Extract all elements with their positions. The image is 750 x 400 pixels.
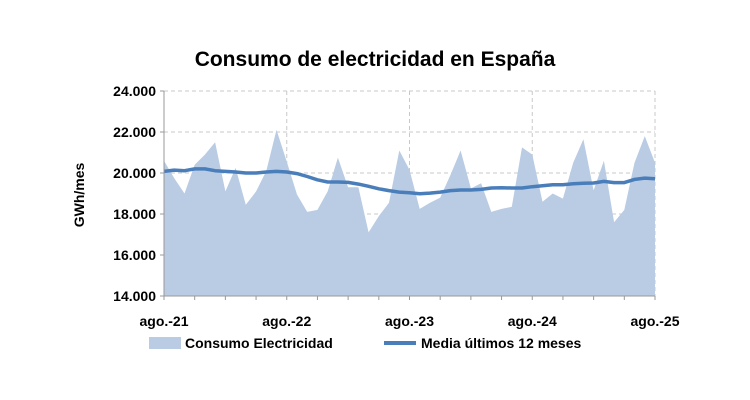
- x-tick-label: ago.-21: [139, 313, 188, 329]
- x-tick-label: ago.-25: [630, 313, 679, 329]
- x-tick-label: ago.-24: [508, 313, 557, 329]
- legend-swatch-area: [149, 337, 181, 349]
- chart-title: Consumo de electricidad en España: [195, 48, 556, 71]
- y-tick-label: 22.000: [113, 124, 156, 140]
- y-tick-label: 16.000: [113, 247, 156, 263]
- y-tick-label: 18.000: [113, 206, 156, 222]
- legend: Consumo Electricidad Media últimos 12 me…: [149, 335, 582, 351]
- y-tick-label: 24.000: [113, 83, 156, 99]
- x-tick-label: ago.-22: [262, 313, 311, 329]
- axes: 14.000 16.000 18.000 20.000 22.000 24.000 ago.…: [113, 83, 680, 329]
- legend-label-media: Media últimos 12 meses: [421, 335, 582, 351]
- y-tick-label: 14.000: [113, 288, 156, 304]
- line-media-12-meses: [163, 167, 656, 196]
- y-axis-label: GWh/mes: [71, 163, 87, 228]
- series-media-line: [163, 167, 656, 196]
- legend-label-consumo: Consumo Electricidad: [185, 335, 333, 351]
- x-tick-label: ago.-23: [385, 313, 434, 329]
- y-tick-label: 20.000: [113, 165, 156, 181]
